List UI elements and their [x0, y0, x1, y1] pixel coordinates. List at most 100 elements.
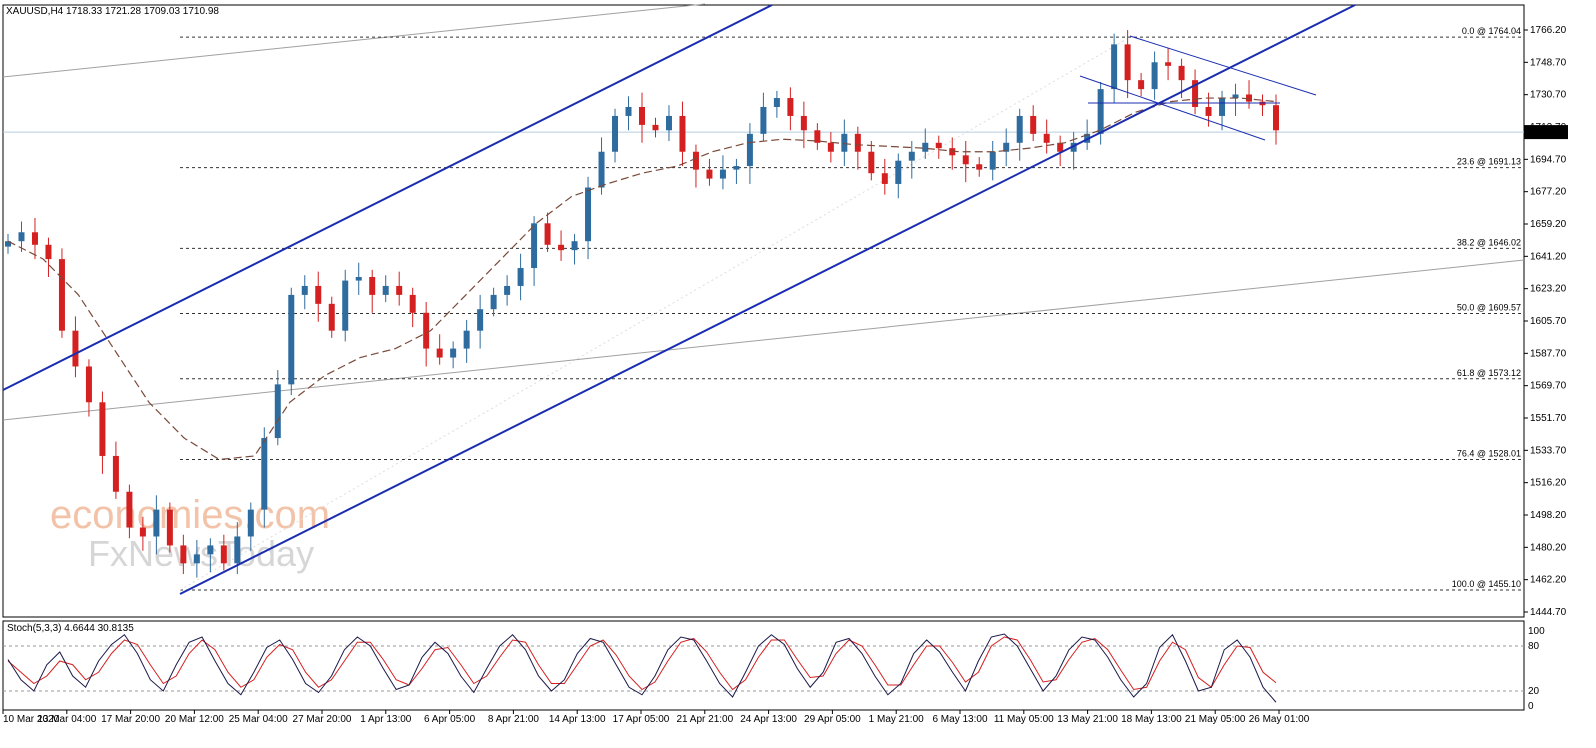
stochastic-label: Stoch(5,3,3) 4.6644 30.8135: [7, 623, 134, 634]
stochastic-frame: [2, 620, 1525, 711]
x-tick-label: 8 Apr 21:00: [488, 714, 540, 725]
candle-body: [409, 294, 416, 313]
fib-level-label: 38.2 @ 1646.02: [1457, 237, 1521, 247]
y-tick-label: 1730.70: [1530, 90, 1567, 101]
candle-body: [1057, 142, 1064, 152]
candle-body: [342, 280, 349, 331]
candle-body: [112, 455, 119, 492]
y-tick-label: 1766.20: [1530, 25, 1567, 36]
candle-body: [139, 527, 146, 537]
candle-body: [180, 545, 187, 564]
candle-body: [72, 330, 79, 367]
candle-body: [773, 98, 780, 107]
candle-body: [827, 142, 834, 152]
candle-body: [288, 294, 295, 385]
x-tick-label: 25 Mar 04:00: [229, 714, 288, 725]
y-tick-label: 1659.20: [1530, 219, 1567, 230]
candle-body: [746, 133, 753, 167]
stochastic-main-line: [7, 633, 1277, 703]
candle-body: [962, 155, 969, 165]
candle-body: [625, 107, 632, 116]
candle-body: [207, 545, 214, 555]
x-tick-label: 29 Apr 05:00: [804, 714, 861, 725]
candle-body: [355, 277, 362, 281]
y-tick-label: 1641.20: [1530, 251, 1567, 262]
candle-body: [1003, 142, 1010, 152]
candle-body: [45, 244, 52, 260]
stochastic-signal-line: [7, 636, 1277, 691]
candle-body: [193, 554, 200, 564]
x-tick-label: 6 Apr 05:00: [424, 714, 476, 725]
x-tick-label: 1 Apr 13:00: [360, 714, 412, 725]
candle-body: [31, 232, 38, 245]
y-tick-label: 1587.70: [1530, 348, 1567, 359]
candle-body: [423, 312, 430, 349]
x-tick-label: 13 Mar 04:00: [37, 714, 96, 725]
candle-body: [612, 115, 619, 152]
candle-body: [585, 187, 592, 242]
y-tick-label: 1551.70: [1530, 413, 1567, 424]
y-tick-label: 1516.20: [1530, 478, 1567, 489]
watermark-line2: FxNewsToday: [88, 533, 314, 574]
x-tick-label: 17 Mar 20:00: [101, 714, 160, 725]
candle-body: [5, 241, 11, 247]
y-tick-label: 1498.20: [1530, 510, 1567, 521]
candle-body: [895, 160, 902, 184]
candle-body: [1111, 44, 1118, 90]
candle-body: [1070, 142, 1077, 152]
candle-body: [153, 509, 160, 537]
x-tick-label: 1 May 21:00: [869, 714, 924, 725]
candle-body: [598, 151, 605, 188]
stochastic-tick-label: 20: [1528, 686, 1540, 697]
candle-body: [85, 366, 92, 403]
candle-body: [989, 151, 996, 170]
candle-body: [639, 107, 645, 125]
candle-body: [315, 285, 322, 304]
grey-trendline-lower: [2, 259, 1525, 421]
candle-body: [58, 259, 65, 331]
candle-body: [1178, 65, 1185, 81]
x-tick-label: 10 Mar 2020: [3, 714, 60, 725]
candle-body: [463, 330, 470, 349]
y-tick-label: 1444.70: [1530, 607, 1567, 618]
candle-body: [450, 348, 457, 358]
x-tick-label: 21 Apr 21:00: [676, 714, 733, 725]
x-tick-label: 11 May 05:00: [994, 714, 1054, 725]
x-tick-label: 14 Apr 13:00: [549, 714, 606, 725]
candle-body: [1043, 133, 1050, 143]
y-tick-label: 1677.20: [1530, 187, 1567, 198]
candle-body: [1192, 80, 1199, 107]
fib-level-label: 0.0 @ 1764.04: [1462, 26, 1521, 36]
candle-body: [719, 169, 726, 179]
candle-body: [881, 173, 888, 184]
flag-upper-line: [1129, 35, 1317, 96]
candle-body: [692, 151, 699, 170]
candle-body: [841, 133, 848, 152]
candle-body: [665, 115, 672, 131]
candle-body: [1232, 94, 1239, 99]
candle-body: [868, 151, 875, 174]
y-tick-label: 1462.20: [1530, 575, 1567, 586]
candle-body: [652, 124, 659, 131]
last-price-box: [1524, 125, 1568, 140]
candle-body: [301, 285, 308, 295]
candle-body: [234, 536, 241, 564]
candle-body: [976, 164, 983, 170]
candle-body: [477, 309, 484, 331]
grey-trendline-upper: [2, 3, 706, 78]
symbol-header: XAUUSD,H4 1718.33 1721.28 1709.03 1710.9…: [6, 6, 219, 17]
x-tick-label: 13 May 21:00: [1057, 714, 1118, 725]
candle-body: [571, 241, 578, 251]
y-tick-label: 1623.20: [1530, 284, 1567, 295]
candle-body: [706, 169, 713, 179]
x-tick-label: 24 Apr 13:00: [740, 714, 797, 725]
candle-body: [490, 294, 497, 310]
candle-body: [558, 244, 565, 251]
y-tick-label: 1748.70: [1530, 57, 1567, 68]
candle-body: [369, 277, 376, 295]
candle-body: [126, 491, 133, 528]
candle-body: [1124, 44, 1131, 81]
candle-body: [274, 384, 281, 439]
